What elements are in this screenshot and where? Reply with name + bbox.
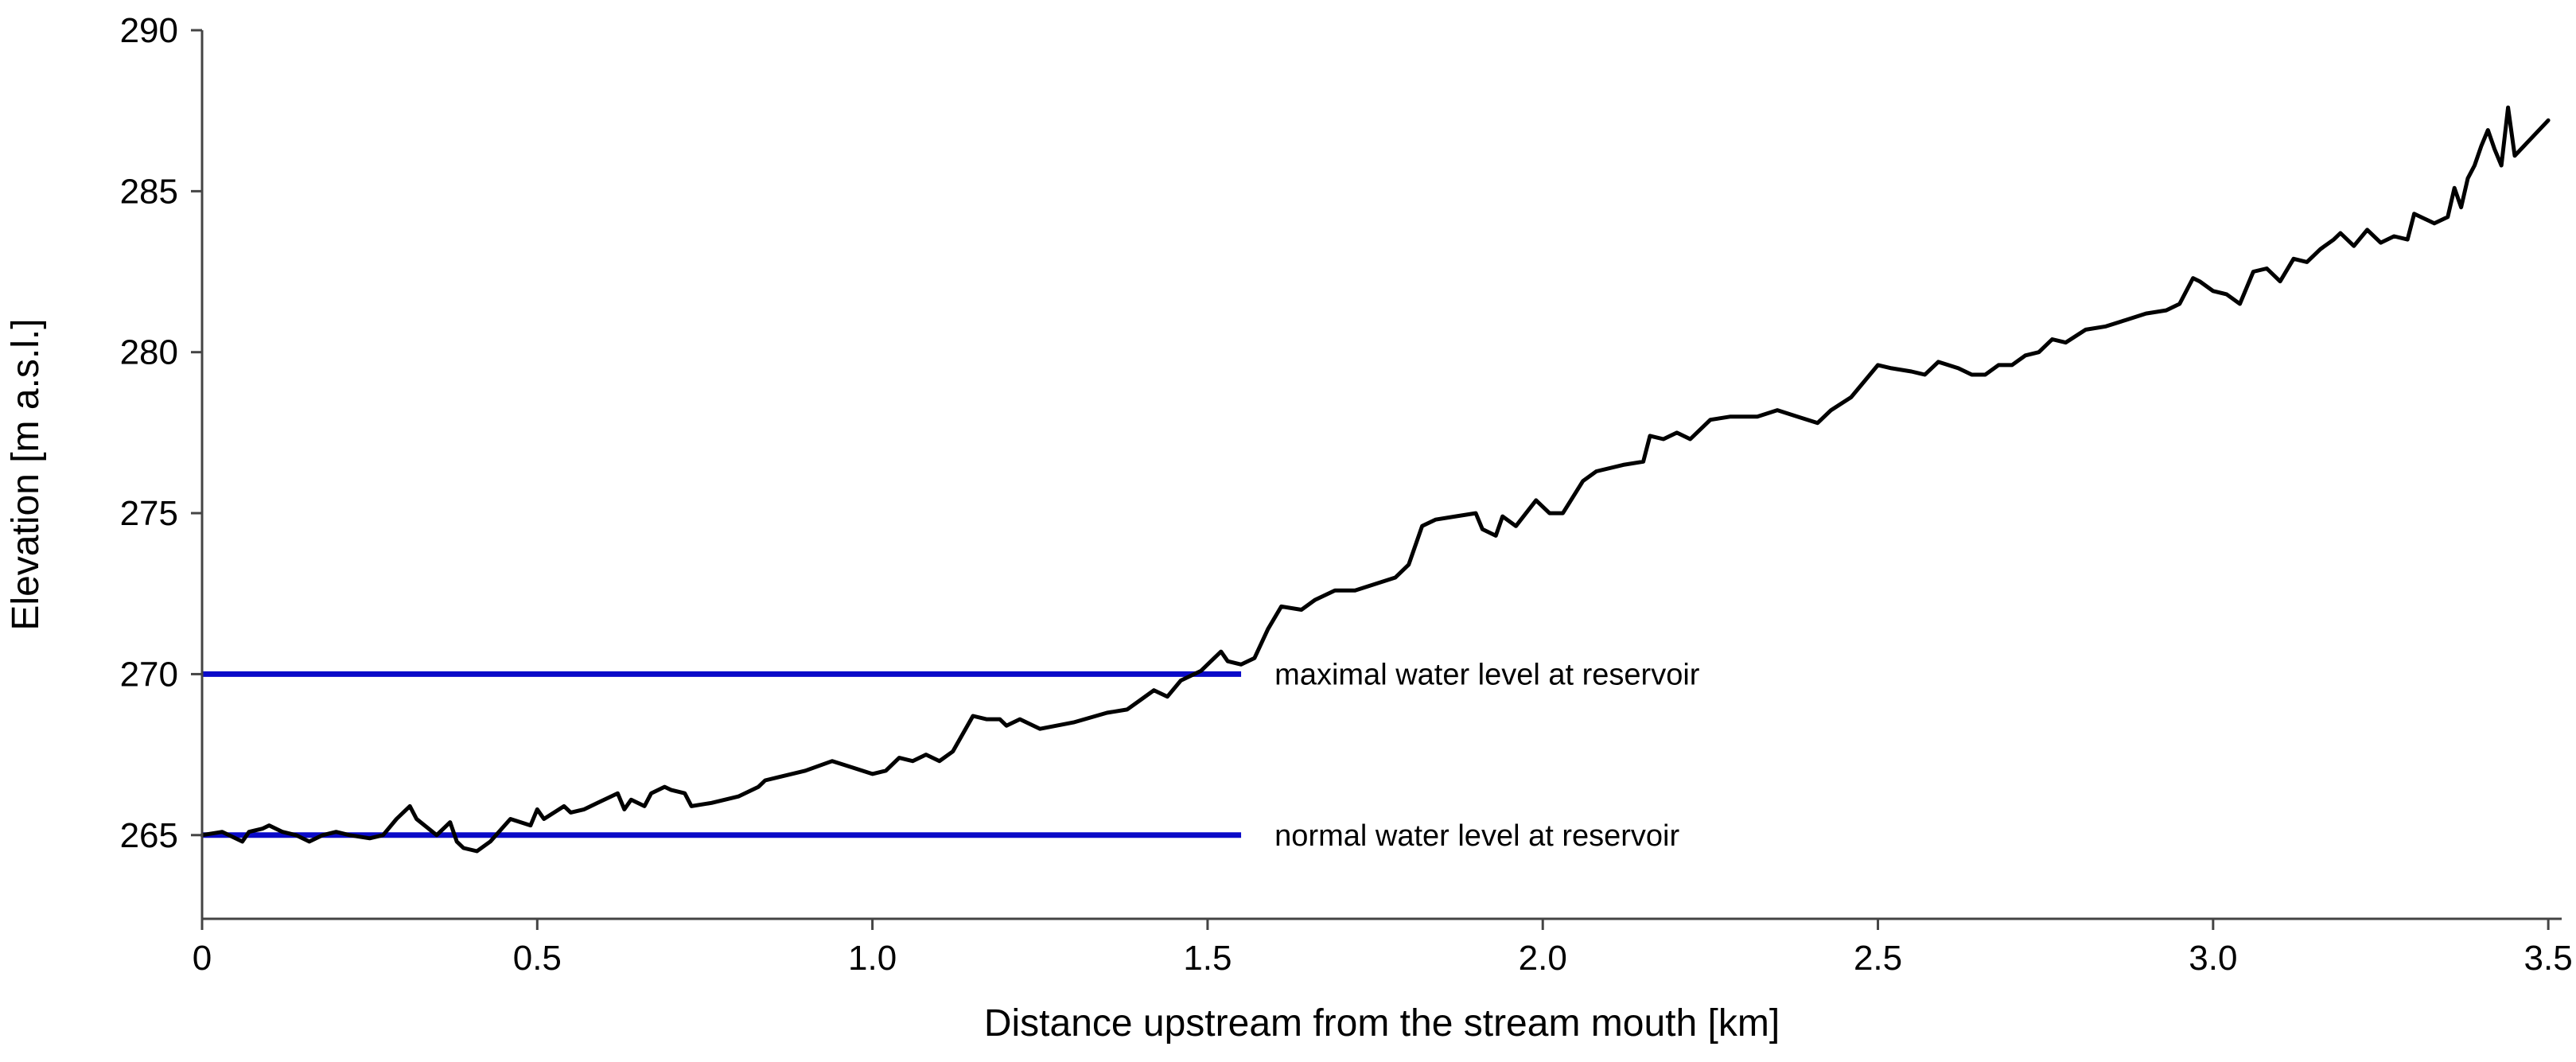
- x-ticks: 0 0.5 1.0 1.5 2.0 2.5 3.0 3.5: [193, 919, 2573, 978]
- x-tick-label: 2.5: [1854, 939, 1902, 978]
- maximal-water-level-annotation: maximal water level at reservoir: [1274, 658, 1700, 691]
- y-tick-label: 270: [120, 655, 178, 694]
- axes: [200, 30, 2562, 920]
- stream-profile-line: [200, 105, 2551, 854]
- y-tick-label: 285: [120, 172, 178, 211]
- x-tick-label: 2.0: [1519, 939, 1567, 978]
- x-tick-label: 0: [193, 939, 212, 978]
- y-tick-label: 265: [120, 816, 178, 855]
- x-tick-label: 3.5: [2524, 939, 2573, 978]
- x-tick-label: 1.0: [848, 939, 897, 978]
- y-tick-label: 280: [120, 333, 178, 372]
- y-ticks: 265 270 275 280 285 290: [120, 11, 202, 855]
- annotations: maximal water level at reservoir normal w…: [1274, 658, 1700, 852]
- y-axis-label: Elevation [m a.s.l.]: [5, 318, 47, 630]
- x-tick-label: 1.5: [1183, 939, 1232, 978]
- y-tick-label: 290: [120, 11, 178, 50]
- y-tick-label: 275: [120, 494, 178, 533]
- profile-layer: [200, 105, 2551, 854]
- x-tick-label: 3.0: [2189, 939, 2237, 978]
- x-axis-label: Distance upstream from the stream mouth …: [984, 1002, 1780, 1044]
- normal-water-level-annotation: normal water level at reservoir: [1274, 819, 1679, 853]
- x-tick-label: 0.5: [513, 939, 562, 978]
